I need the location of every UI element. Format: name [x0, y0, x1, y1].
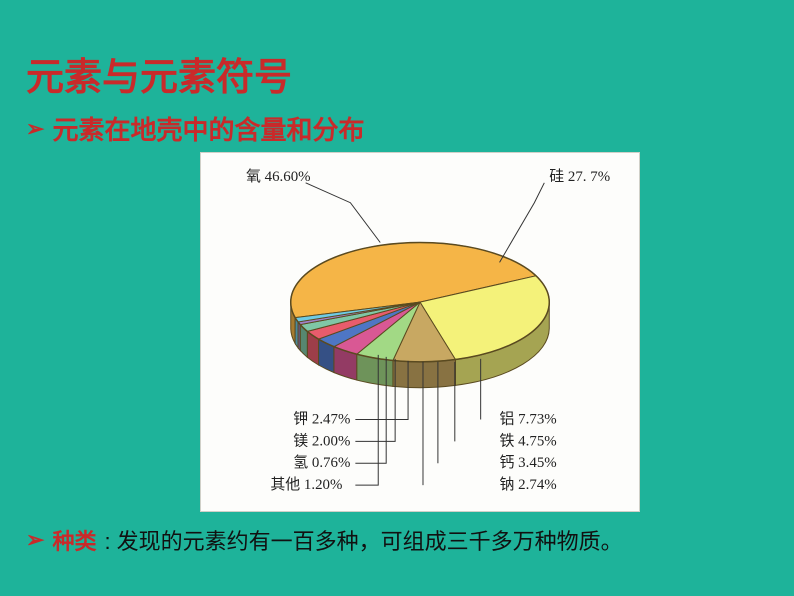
bullet-icon: ➢ [26, 527, 44, 553]
pie-label-钠: 钠 2.74% [500, 476, 557, 493]
crust-elements-pie-chart: 氧 46.60% 硅 27. 7% 铝 7.73% 铁 4.75% 钙 3.45% 钠 2… [200, 152, 640, 512]
pie-label-铝: 铝 7.73% [500, 410, 557, 427]
bottom-note: ➢ 种类 : 发现的元素约有一百多种，可组成三千多万种物质。 [26, 524, 623, 556]
subtitle-text: 元素在地壳中的含量和分布 [52, 110, 364, 147]
bottom-text: : 发现的元素约有一百多种，可组成三千多万种物质。 [104, 524, 622, 556]
pie-label-氧: 氧 46.60% [246, 168, 311, 185]
pie-label-钙: 钙 3.45% [500, 454, 557, 471]
pie-label-镁: 镁 2.00% [293, 432, 350, 449]
pie-label-氢: 氢 0.76% [293, 454, 350, 471]
pie-chart-svg: 氧 46.60% 硅 27. 7% 铝 7.73% 铁 4.75% 钙 3.45% 钠 2… [201, 153, 639, 511]
pie-label-铁: 铁 4.75% [500, 432, 557, 449]
bottom-key: 种类 [52, 524, 96, 556]
pie-label-钾: 钾 2.47% [293, 410, 350, 427]
bullet-icon: ➢ [26, 116, 44, 142]
pie-label-其他: 其他 1.20% [270, 476, 342, 493]
pie-label-硅: 硅 27. 7% [549, 168, 610, 185]
subtitle-row: ➢ 元素在地壳中的含量和分布 [26, 110, 364, 147]
page-title: 元素与元素符号 [26, 46, 292, 101]
